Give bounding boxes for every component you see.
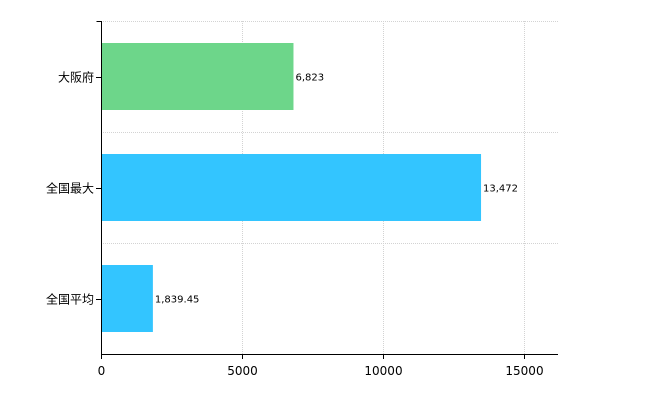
- data-label-0: 6,823: [295, 73, 324, 84]
- data-label-2: 1,839.45: [155, 295, 200, 306]
- category-label-1: 全国最大: [46, 181, 94, 196]
- axis-layer: [96, 21, 558, 359]
- x-tick-label-1: 5000: [227, 364, 258, 378]
- x-tick-label-2: 10000: [364, 364, 402, 378]
- bar-1: [102, 154, 482, 221]
- category-label-0: 大阪府: [58, 70, 94, 85]
- data-label-1: 13,472: [483, 184, 518, 195]
- category-label-2: 全国平均: [46, 292, 94, 307]
- x-tick-label-3: 15000: [505, 364, 543, 378]
- bar-2: [102, 265, 153, 332]
- bar-0: [102, 43, 294, 110]
- labels-layer: 6,823 大阪府 13,472 全国最大 1,839.45 全国平均 0 5000 10000…: [46, 70, 544, 379]
- x-tick-label-0: 0: [98, 364, 106, 378]
- bars-layer: [102, 43, 482, 332]
